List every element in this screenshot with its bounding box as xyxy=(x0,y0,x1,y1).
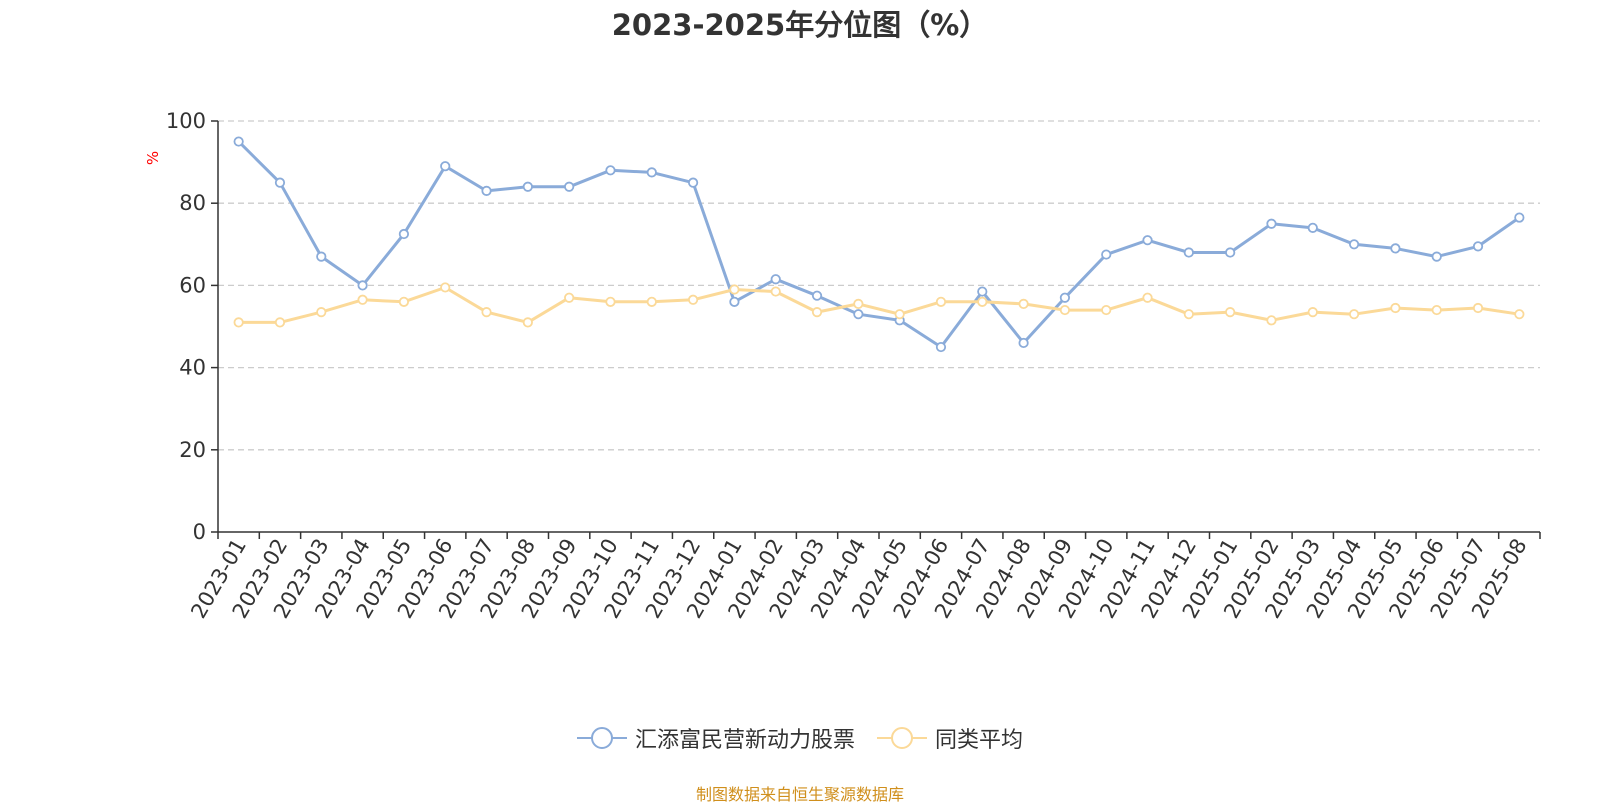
data-point xyxy=(1348,309,1360,320)
data-point xyxy=(1307,222,1318,233)
data-point xyxy=(1431,251,1442,262)
data-point xyxy=(977,286,988,297)
data-point xyxy=(398,228,410,240)
data-point xyxy=(481,307,492,318)
data-point xyxy=(1142,292,1153,303)
data-point xyxy=(1307,307,1318,318)
data-point xyxy=(1514,212,1525,223)
data-points xyxy=(233,136,1525,353)
data-point xyxy=(1390,302,1401,314)
data-point xyxy=(811,290,823,301)
legend-line-circle-icon xyxy=(576,727,627,749)
data-point xyxy=(729,284,740,295)
source-note: 制图数据来自恒生聚源数据库 xyxy=(695,785,904,804)
data-point xyxy=(1514,309,1525,320)
data-point xyxy=(935,341,947,353)
legend-line-circle-icon xyxy=(877,727,927,749)
grid-lines xyxy=(218,120,1540,451)
data-point xyxy=(357,280,368,291)
y-tick-label: 40 xyxy=(179,356,206,380)
data-point xyxy=(274,317,286,328)
data-point xyxy=(1018,298,1029,309)
data-point xyxy=(1225,247,1236,258)
y-tick-label: 0 xyxy=(193,520,206,544)
y-tick-label: 60 xyxy=(179,273,206,297)
data-point xyxy=(977,296,988,307)
data-point xyxy=(316,251,327,262)
data-point xyxy=(564,292,575,303)
series-line-0 xyxy=(237,140,1521,349)
data-point xyxy=(894,309,905,320)
data-point xyxy=(440,282,451,293)
data-point xyxy=(357,294,368,305)
data-point xyxy=(605,296,616,307)
data-point xyxy=(398,296,410,307)
data-point xyxy=(646,167,657,178)
data-point xyxy=(1431,304,1442,316)
data-point xyxy=(1183,247,1194,258)
data-point xyxy=(1266,315,1277,326)
data-point xyxy=(233,317,244,328)
data-point xyxy=(274,177,286,188)
data-point xyxy=(770,274,781,285)
data-point xyxy=(1018,337,1029,349)
data-point xyxy=(1101,304,1112,316)
data-point xyxy=(1472,302,1484,314)
data-point xyxy=(1348,239,1360,250)
data-point xyxy=(316,307,327,318)
data-point xyxy=(770,286,781,297)
data-point xyxy=(646,296,657,307)
y-tick-label: 20 xyxy=(179,438,206,462)
data-point xyxy=(440,161,451,172)
data-point xyxy=(605,165,616,176)
data-point xyxy=(1183,309,1194,320)
data-point xyxy=(729,296,740,307)
data-point xyxy=(811,307,823,318)
data-point xyxy=(853,298,864,309)
legend: 汇添富民营新动力股票 同类平均 xyxy=(0,721,1600,755)
legend-item-average[interactable]: 同类平均 xyxy=(877,722,1023,754)
data-point xyxy=(1059,292,1071,303)
data-point xyxy=(1142,235,1153,246)
data-point xyxy=(481,185,492,196)
data-point xyxy=(564,181,575,192)
chart-title: 2023-2025年分位图（%） xyxy=(611,8,989,42)
data-point xyxy=(687,177,699,188)
data-point xyxy=(1059,304,1071,316)
series-line-1 xyxy=(238,286,1520,324)
legend-label-average: 同类平均 xyxy=(935,728,1024,753)
legend-label-fund: 汇添富民营新动力股票 xyxy=(634,728,855,753)
y-tick-label: 80 xyxy=(179,191,206,215)
data-point xyxy=(1266,218,1277,229)
data-point xyxy=(1225,307,1236,318)
data-point xyxy=(522,317,533,328)
y-axis-label: % xyxy=(144,151,162,165)
data-point xyxy=(1390,243,1401,254)
data-point xyxy=(935,296,947,307)
data-point xyxy=(522,181,533,192)
legend-item-fund[interactable]: 汇添富民营新动力股票 xyxy=(576,722,855,754)
axes: 0204060801002023-012023-022023-032023-04… xyxy=(166,109,1541,622)
data-point xyxy=(853,309,864,320)
data-point xyxy=(1101,249,1112,260)
data-point xyxy=(233,136,244,147)
y-tick-label: 100 xyxy=(166,109,206,133)
data-point xyxy=(687,294,699,305)
series-lines xyxy=(237,140,1521,349)
data-point xyxy=(1472,241,1484,252)
